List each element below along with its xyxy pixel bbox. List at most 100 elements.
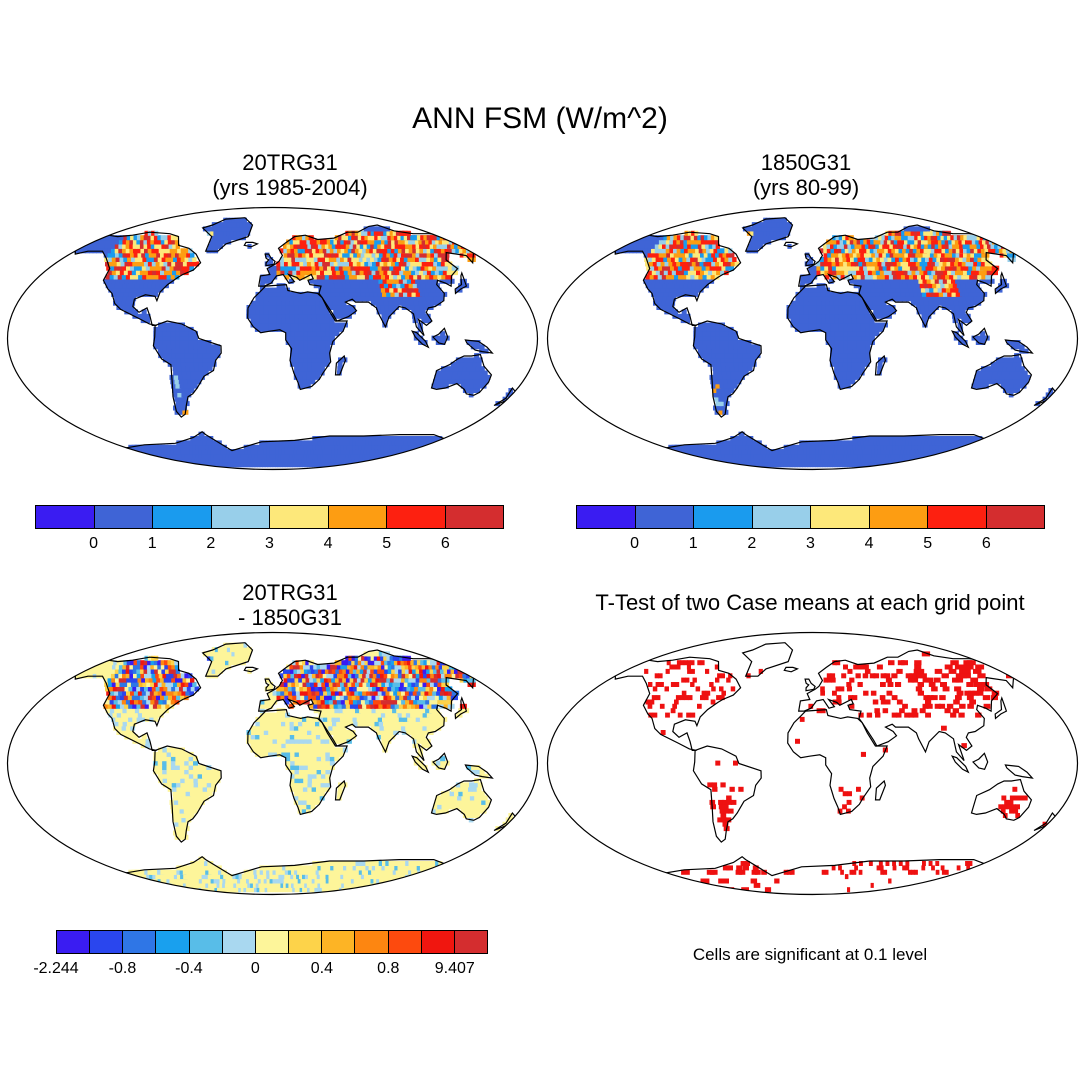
grid-cell [298,300,304,306]
grid-cell [121,457,134,463]
grid-cell [373,453,377,459]
grid-cell [761,226,766,232]
grid-cell [157,326,163,332]
grid-cell [179,383,186,389]
grid-cell [754,444,761,450]
grid-cell [702,322,708,328]
grid-cell [339,291,346,297]
grid-cell [319,265,325,271]
grid-cell [864,313,870,319]
grid-cell [938,436,943,441]
grid-cell [824,444,829,450]
grid-cell [331,444,335,450]
grid-cell [799,313,805,319]
grid-cell [847,366,852,372]
grid-cell [951,278,958,284]
grid-cell [78,248,83,254]
grid-cell [851,462,855,468]
grid-cell [354,248,362,254]
grid-cell [969,261,977,267]
grid-cell [255,296,261,302]
grid-cell [670,257,676,262]
grid-cell [202,361,208,367]
grid-cell [753,239,758,245]
grid-cell [948,444,952,450]
grid-cell [874,449,878,455]
grid-cell [206,357,212,363]
grid-cell [992,370,998,376]
grid-cell [728,331,734,337]
grid-cell [291,444,295,450]
grid-cell [362,278,368,284]
grid-cell [145,887,158,893]
grid-cell [918,449,923,455]
grid-cell [858,291,865,297]
grid-cell [794,462,799,468]
grid-cell [263,309,269,315]
grid-cell [687,230,692,236]
grid-cell [316,270,322,276]
grid-cell [829,313,835,319]
grid-cell [127,257,132,262]
grid-cell [289,309,295,315]
grid-cell [307,265,313,271]
grid-cell [368,440,373,446]
grid-cell [178,396,185,402]
grid-cell [413,462,417,468]
grid-cell [852,340,858,345]
grid-cell [724,257,729,262]
grid-cell [301,440,306,446]
grid-cell [143,283,149,289]
grid-cell [107,248,112,254]
grid-cell [926,252,934,258]
grid-cell [896,453,900,459]
grid-cell [141,252,146,258]
grid-cell [107,243,112,249]
grid-cell [343,440,347,446]
grid-cell [895,270,902,276]
grid-cell [353,296,359,302]
grid-cell [409,457,414,463]
grid-cell [206,340,212,345]
grid-cell [159,261,164,267]
grid-cell [151,462,163,468]
grid-cell [988,370,994,376]
grid-cell [856,270,862,276]
grid-cell [778,235,783,241]
grid-cell [724,344,730,350]
grid-cell [892,291,899,297]
grid-cell [268,300,274,306]
grid-cell [485,374,491,380]
grid-cell [838,353,844,359]
grid-cell [898,462,902,468]
grid-cell [269,462,274,468]
grid-cell [111,270,117,276]
grid-cell [838,326,844,332]
grid-cell [700,270,705,276]
grid-cell [445,274,453,280]
grid-cell [160,270,165,276]
grid-cell [733,353,739,359]
grid-cell [820,287,826,293]
grid-cell [869,278,875,284]
grid-cell [803,300,809,306]
grid-cell [326,261,332,267]
grid-cell [364,453,369,459]
grid-cell [724,326,730,332]
grid-cell [179,344,185,350]
grid-cell [691,462,703,468]
grid-cell [395,436,400,441]
grid-cell [319,436,323,441]
grid-cell [683,270,689,276]
grid-cell [895,440,900,446]
grid-cell [330,239,336,245]
grid-cell [331,270,338,276]
grid-cell [733,331,738,337]
grid-cell [126,283,132,289]
grid-cell [908,440,913,446]
grid-cell [761,235,766,241]
grid-cell [285,318,291,324]
grid-cell [179,335,185,341]
grid-cell [824,462,828,468]
grid-cell [799,462,804,468]
